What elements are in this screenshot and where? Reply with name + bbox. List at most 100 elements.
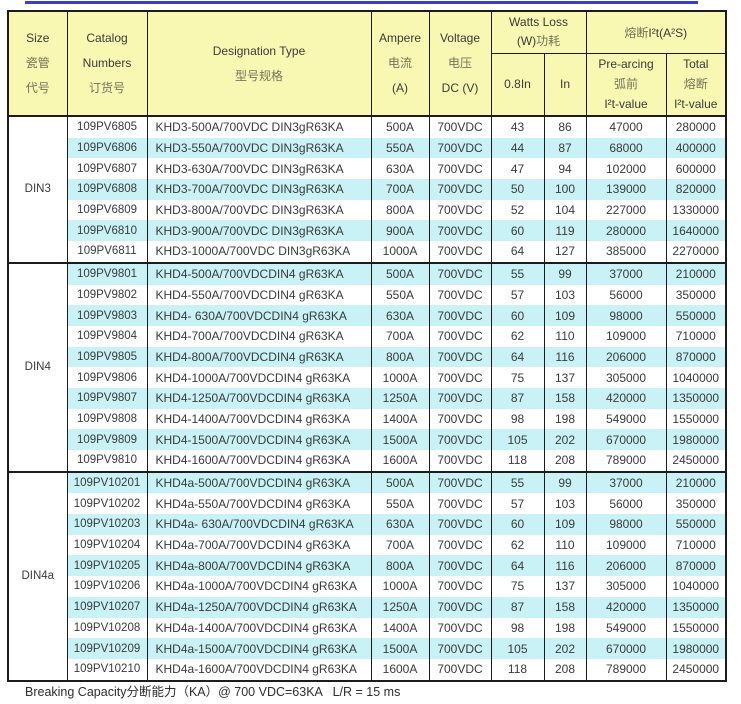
table-row: 109PV9803 KHD4- 630A/700VDCDIN4 gR63KA 630… bbox=[8, 305, 727, 326]
table-row: 109PV9805 KHD4-800A/700VDCDIN4 gR63KA 800A… bbox=[8, 346, 727, 368]
catalog-cell: 109PV6806 bbox=[66, 137, 148, 159]
catalog-cell: 109PV9803 bbox=[66, 305, 148, 326]
watts-loss-title-en: Watts Loss bbox=[509, 15, 568, 30]
col-header-designation: Designation Type 型号规格 bbox=[146, 10, 372, 117]
col-subheader-total: Total 熔断 I²t-value bbox=[665, 52, 727, 117]
voltage-cell: 700VDC bbox=[428, 158, 492, 180]
table-row: 109PV6806 KHD3-550A/700VDC DIN3gR63KA 550A… bbox=[8, 137, 727, 159]
total-cell: 600000 bbox=[665, 158, 727, 180]
prearcing-cell: 37000 bbox=[585, 470, 667, 494]
catalog-cell: 109PV10203 bbox=[66, 514, 148, 535]
table-row: 109PV10203 KHD4a- 630A/700VDCDIN4 gR63KA 6… bbox=[8, 514, 727, 535]
watts-in-cell: 198 bbox=[543, 617, 587, 639]
designation-cell: KHD3-800A/700VDC DIN3gR63KA bbox=[146, 199, 372, 221]
table-row: 109PV9806 KHD4-1000A/700VDCDIN4 gR63KA 100… bbox=[8, 367, 727, 388]
voltage-cell: 700VDC bbox=[428, 387, 492, 409]
voltage-cell: 700VDC bbox=[428, 261, 492, 285]
catalog-cell: 109PV10205 bbox=[66, 555, 148, 577]
total-cell: 1980000 bbox=[665, 638, 727, 659]
ampere-cell: 700A bbox=[370, 325, 430, 347]
table-row: 109PV10209 KHD4a-1500A/700VDCDIN4 gR63KA 1… bbox=[8, 638, 727, 659]
watts-08in-cell: 64 bbox=[490, 346, 545, 368]
voltage-cell: 700VDC bbox=[428, 658, 492, 681]
size-group-label: DIN3 bbox=[7, 115, 68, 263]
designation-cell: KHD4-1000A/700VDCDIN4 gR63KA bbox=[146, 367, 372, 388]
voltage-cell: 700VDC bbox=[428, 199, 492, 221]
prearcing-cell: 385000 bbox=[585, 241, 667, 263]
total-cell: 550000 bbox=[665, 514, 727, 535]
ampere-cell: 900A bbox=[370, 220, 430, 242]
designation-cell: KHD4-500A/700VDCDIN4 gR63KA bbox=[146, 261, 372, 285]
designation-cell: KHD4a-1600A/700VDCDIN4 gR63KA bbox=[146, 658, 372, 681]
catalog-cell: 109PV10206 bbox=[66, 576, 148, 597]
ampere-cell: 700A bbox=[370, 534, 430, 556]
ampere-cell: 1400A bbox=[370, 408, 430, 430]
prearcing-cell: 305000 bbox=[585, 367, 667, 388]
table-row: 109PV9809 KHD4-1500A/700VDCDIN4 gR63KA 150… bbox=[8, 429, 727, 450]
watts-in-cell: 202 bbox=[543, 638, 587, 659]
watts-in-cell: 158 bbox=[543, 387, 587, 409]
watts-in-cell: 103 bbox=[543, 284, 587, 306]
voltage-cell: 700VDC bbox=[428, 470, 492, 494]
spec-table-body: DIN3 109PV6805 KHD3-500A/700VDC DIN3gR63KA… bbox=[7, 115, 727, 681]
catalog-cell: 109PV9802 bbox=[66, 284, 148, 306]
watts-08in-cell: 75 bbox=[490, 576, 545, 597]
watts-08in-cell: 75 bbox=[490, 367, 545, 388]
watts-in-cell: 127 bbox=[543, 241, 587, 263]
voltage-cell: 700VDC bbox=[428, 305, 492, 326]
designation-cell: KHD4-550A/700VDCDIN4 gR63KA bbox=[146, 284, 372, 306]
voltage-cell: 700VDC bbox=[428, 115, 492, 138]
prearcing-cell: 109000 bbox=[585, 534, 667, 556]
col-header-size-en: Size bbox=[26, 31, 50, 45]
watts-08in-cell: 60 bbox=[490, 305, 545, 326]
watts-in-cell: 103 bbox=[543, 493, 587, 515]
watts-in-cell: 109 bbox=[543, 305, 587, 326]
catalog-cell: 109PV6807 bbox=[66, 158, 148, 180]
voltage-cell: 700VDC bbox=[428, 284, 492, 306]
table-row: 109PV6808 KHD3-700A/700VDC DIN3gR63KA 700A… bbox=[8, 179, 727, 200]
designation-cell: KHD4-800A/700VDCDIN4 gR63KA bbox=[146, 346, 372, 368]
prearcing-cell: 549000 bbox=[585, 617, 667, 639]
watts-08in-cell: 57 bbox=[490, 284, 545, 306]
table-row: 109PV9807 KHD4-1250A/700VDCDIN4 gR63KA 125… bbox=[8, 387, 727, 409]
designation-cell: KHD4-1250A/700VDCDIN4 gR63KA bbox=[146, 387, 372, 409]
total-cell: 2450000 bbox=[665, 658, 727, 681]
watts-in-cell: 99 bbox=[543, 470, 587, 494]
watts-08in-cell: 62 bbox=[490, 534, 545, 556]
col-header-catalog-en2: Numbers bbox=[82, 56, 132, 70]
col-header-designation-zh: 型号规格 bbox=[234, 68, 283, 83]
prearcing-cell: 280000 bbox=[585, 220, 667, 242]
table-row: DIN3 109PV6805 KHD3-500A/700VDC DIN3gR63KA… bbox=[7, 115, 727, 263]
watts-in-cell: 137 bbox=[543, 367, 587, 388]
watts-in-cell: 86 bbox=[543, 115, 587, 138]
catalog-cell: 109PV10207 bbox=[66, 596, 148, 618]
total-cell: 1330000 bbox=[665, 199, 727, 221]
watts-in-cell: 110 bbox=[543, 534, 587, 556]
watts-in-cell: 119 bbox=[543, 220, 587, 242]
prearcing-cell: 109000 bbox=[585, 325, 667, 347]
catalog-cell: 109PV10204 bbox=[66, 534, 148, 556]
total-cell: 870000 bbox=[665, 346, 727, 368]
voltage-cell: 700VDC bbox=[428, 596, 492, 618]
col-header-designation-en: Designation Type bbox=[212, 43, 306, 58]
voltage-cell: 700VDC bbox=[428, 576, 492, 597]
total-cell: 350000 bbox=[665, 284, 727, 306]
watts-loss-unit: (W) bbox=[516, 34, 537, 49]
watts-08in-cell: 44 bbox=[490, 137, 545, 159]
watts-08in-cell: 52 bbox=[490, 199, 545, 221]
catalog-cell: 109PV9801 bbox=[66, 261, 148, 285]
i2t-title-zh: 熔断 bbox=[624, 25, 649, 40]
table-row: 109PV9804 KHD4-700A/700VDCDIN4 gR63KA 700A… bbox=[8, 325, 727, 347]
catalog-cell: 109PV9805 bbox=[66, 346, 148, 368]
watts-in-cell: 198 bbox=[543, 408, 587, 430]
catalog-cell: 109PV9806 bbox=[66, 367, 148, 388]
watts-08in-cell: 55 bbox=[490, 261, 545, 285]
voltage-cell: 700VDC bbox=[428, 555, 492, 577]
col-header-i2t: 熔断I²t(A²S) bbox=[585, 10, 727, 54]
designation-cell: KHD3-1000A/700VDC DIN3gR63KA bbox=[146, 241, 372, 263]
catalog-cell: 109PV10210 bbox=[66, 658, 148, 681]
voltage-cell: 700VDC bbox=[428, 617, 492, 639]
watts-in-cell: 110 bbox=[543, 325, 587, 347]
prearcing-cell: 670000 bbox=[585, 638, 667, 659]
total-en: Total bbox=[683, 57, 709, 72]
